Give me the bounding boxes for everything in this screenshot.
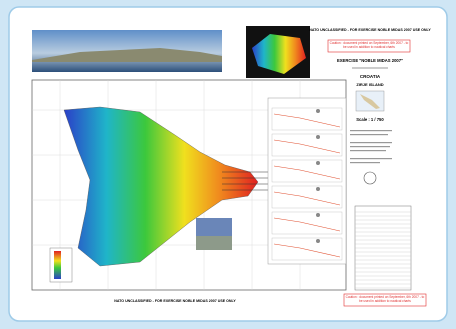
exercise-title: EXERCISE "NOBLE MIDAS 2007" xyxy=(337,58,403,63)
notes xyxy=(350,130,392,163)
site-photo-ground xyxy=(196,236,232,250)
page: {"header": {"classification": "NATO UNCL… xyxy=(0,0,456,329)
legend-scale xyxy=(54,251,61,279)
profile-marker xyxy=(316,135,320,139)
screenshot: NATO UNCLASSIFIED - FOR EXERCISE NOBLE M… xyxy=(0,0,456,329)
profile-box xyxy=(272,186,342,208)
profile-box xyxy=(272,238,342,260)
profile-box xyxy=(272,160,342,182)
footer-caution-wrap: Caution : document printed on September,… xyxy=(345,295,425,305)
profile-box xyxy=(272,134,342,156)
country: CROATIA xyxy=(360,74,381,79)
footer-classification: NATO UNCLASSIFIED - FOR EXERCISE NOBLE M… xyxy=(114,299,236,303)
footer-caution-text: Caution : document printed on September,… xyxy=(345,295,425,303)
profile-marker xyxy=(316,187,320,191)
profile-marker xyxy=(316,239,320,243)
scale: Scale : 1 / 750 xyxy=(356,117,384,122)
profile-marker xyxy=(316,213,320,217)
profile-box xyxy=(272,108,342,130)
profile-marker xyxy=(316,161,320,165)
classification: NATO UNCLASSIFIED - FOR EXERCISE NOBLE M… xyxy=(309,28,431,32)
caution-text: Caution : document printed on September,… xyxy=(329,41,409,49)
island: ZIRJE ISLAND xyxy=(356,82,383,87)
profile-marker xyxy=(316,109,320,113)
profile-box xyxy=(272,212,342,234)
caution-wrap: Caution : document printed on September,… xyxy=(329,41,409,51)
